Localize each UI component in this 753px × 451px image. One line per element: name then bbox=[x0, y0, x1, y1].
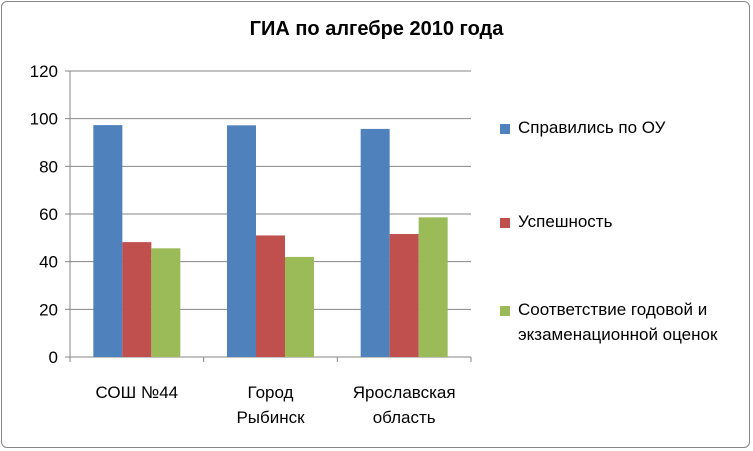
y-tick-label-60: 60 bbox=[39, 205, 58, 224]
y-tick-label-100: 100 bbox=[30, 110, 58, 129]
legend-swatch-1 bbox=[500, 124, 510, 134]
legend-label-2: Успешность bbox=[518, 212, 613, 231]
x-category-label-1-line-1: СОШ №44 bbox=[96, 383, 179, 402]
y-tick-label-80: 80 bbox=[39, 157, 58, 176]
bar-series3-cat3 bbox=[418, 217, 448, 357]
bar-series2-cat2 bbox=[256, 235, 285, 357]
y-tick-label-20: 20 bbox=[39, 300, 58, 319]
legend-swatch-3 bbox=[500, 306, 510, 316]
bar-series2-cat3 bbox=[389, 234, 419, 357]
x-category-label-3-line-2: область bbox=[373, 408, 436, 427]
chart-title: ГИА по алгебре 2010 года bbox=[249, 18, 504, 40]
legend-label-1: Справились по ОУ bbox=[518, 118, 666, 137]
legend-item-2: Успешность bbox=[500, 212, 743, 234]
legend-label-3: Соответствие годовой и экзаменационной о… bbox=[518, 300, 718, 344]
bar-series1-cat2 bbox=[227, 125, 256, 357]
bar-series2-cat1 bbox=[122, 242, 152, 357]
bar-series3-cat2 bbox=[285, 256, 314, 357]
legend-item-1: Справились по ОУ bbox=[500, 118, 743, 140]
bar-series1-cat1 bbox=[93, 125, 123, 357]
y-tick-label-40: 40 bbox=[39, 253, 58, 272]
bar-series3-cat1 bbox=[151, 248, 181, 357]
legend-swatch-2 bbox=[500, 218, 510, 228]
x-category-label-3-line-1: Ярославская bbox=[353, 383, 456, 402]
y-tick-label-120: 120 bbox=[30, 62, 58, 81]
y-tick-label-0: 0 bbox=[49, 348, 58, 367]
legend-item-3: Соответствие годовой и экзаменационной о… bbox=[500, 300, 743, 347]
bar-series1-cat3 bbox=[360, 128, 390, 357]
x-category-label-2-line-1: Город bbox=[248, 383, 294, 402]
x-category-label-2-line-2: Рыбинск bbox=[236, 408, 305, 427]
